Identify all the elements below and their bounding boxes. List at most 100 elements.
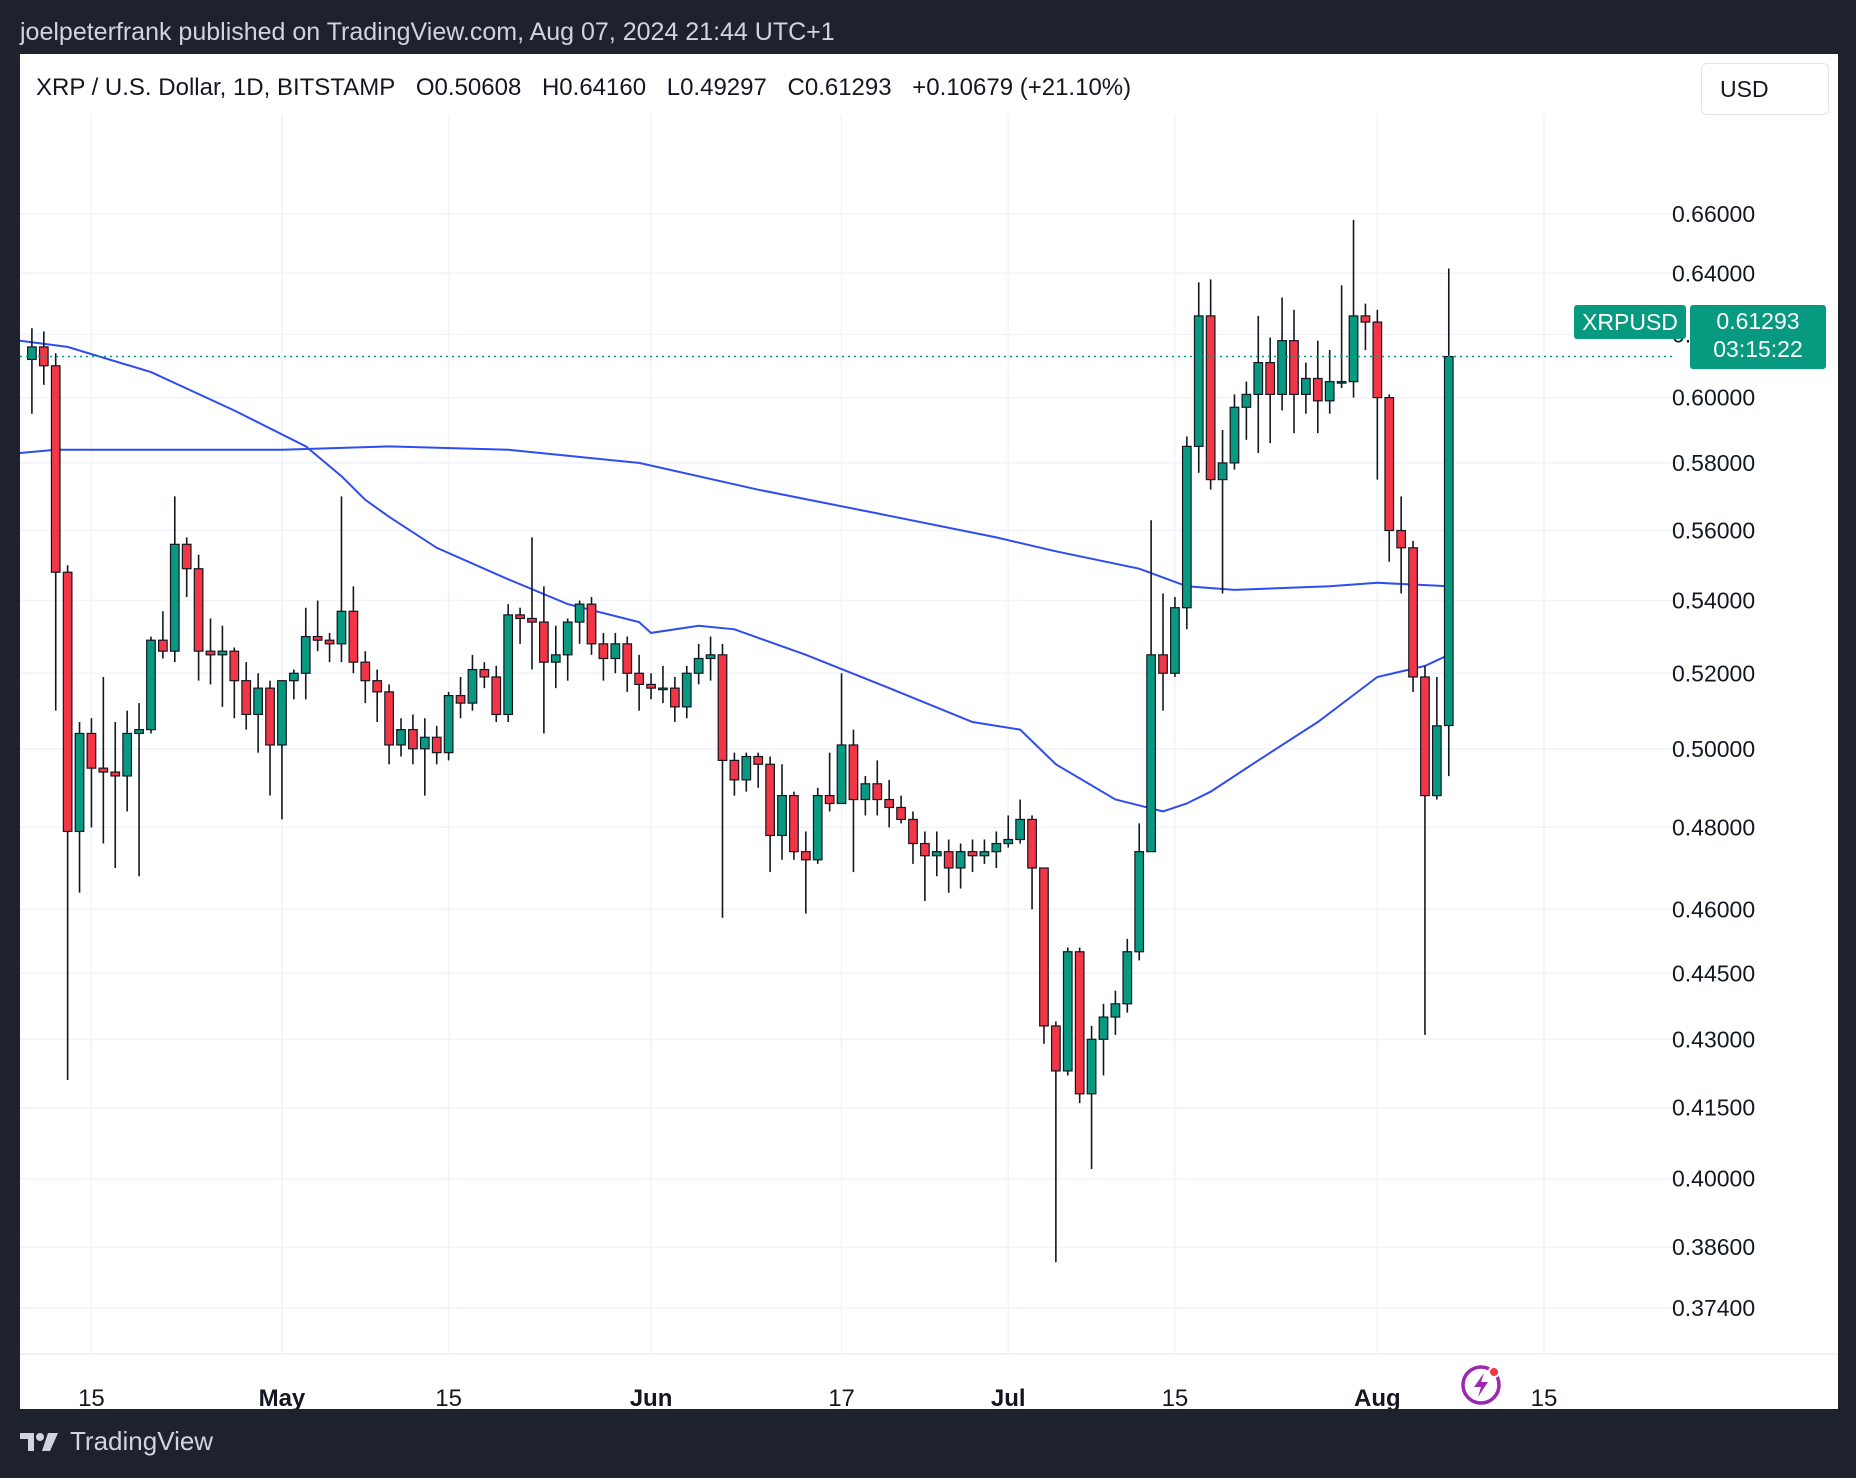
candle[interactable] [62,565,73,1081]
candle-body-up[interactable] [27,346,37,361]
candle-body-up[interactable] [300,635,311,674]
candle[interactable] [372,669,383,723]
candle-body-up[interactable] [277,680,287,746]
candle[interactable] [253,673,264,753]
candle-body-up[interactable] [134,729,144,735]
candle[interactable] [515,607,525,644]
candle-body-up[interactable] [1134,851,1145,953]
candle-body-up[interactable] [1443,355,1454,727]
candle-body-down[interactable] [622,643,633,674]
candle[interactable] [753,752,764,788]
candle-body-up[interactable] [1217,462,1228,481]
candle[interactable] [134,703,144,877]
candle-body-down[interactable] [241,680,252,716]
candle[interactable] [1241,381,1252,440]
candle[interactable] [658,665,668,704]
candle-body-up[interactable] [574,603,585,623]
chart-panel[interactable]: 0.660000.640000.620000.600000.580000.560… [20,54,1838,1409]
candle-body-up[interactable] [443,695,454,754]
candle[interactable] [419,718,430,796]
candle[interactable] [479,662,490,689]
candle-body-down[interactable] [181,543,192,570]
candle-body-down[interactable] [193,568,204,652]
candle[interactable] [396,718,406,757]
candle-body-up[interactable] [658,687,668,691]
candle-body-down[interactable] [800,851,811,861]
candle-body-down[interactable] [729,759,740,781]
candle[interactable] [991,831,1002,868]
candle-body-down[interactable] [1360,315,1371,323]
candle[interactable] [300,607,311,700]
candle[interactable] [586,596,597,655]
candle[interactable] [800,831,811,914]
candle-body-up[interactable] [979,851,990,857]
candle[interactable] [277,680,287,820]
candle[interactable] [1098,1003,1109,1076]
candle-body-up[interactable] [991,842,1002,853]
candle[interactable] [1170,596,1180,677]
candle-body-down[interactable] [586,603,597,645]
candle[interactable] [217,625,228,707]
candle-body-down[interactable] [408,729,418,750]
candle[interactable] [848,729,859,873]
candle-body-down[interactable] [86,732,97,769]
candle-body-up[interactable] [550,654,561,663]
candle-body-up[interactable] [146,639,156,731]
candle[interactable] [1443,268,1454,777]
candle[interactable] [312,600,323,652]
candle[interactable] [527,537,537,670]
candle[interactable] [491,665,502,723]
candle[interactable] [146,636,156,734]
candle[interactable] [1003,815,1014,848]
candle[interactable] [1181,436,1192,630]
candle[interactable] [336,496,347,663]
candle[interactable] [717,643,728,918]
candle[interactable] [836,673,847,805]
candle-body-up[interactable] [1348,315,1359,383]
candle-body-up[interactable] [610,643,621,660]
candle-body-up[interactable] [931,851,942,857]
candle-body-up[interactable] [217,650,228,656]
candle-body-down[interactable] [872,783,883,801]
candle-body-up[interactable] [1146,654,1157,853]
candle-body-down[interactable] [920,842,930,857]
candle[interactable] [967,839,978,873]
candle[interactable] [324,632,335,663]
candle-body-down[interactable] [896,806,906,821]
candle[interactable] [1134,823,1145,961]
candle-body-up[interactable] [1253,362,1264,396]
candle[interactable] [598,632,609,681]
candle-body-down[interactable] [1205,315,1216,481]
candle[interactable] [205,618,216,685]
candle-body-up[interactable] [1110,1003,1121,1018]
candle[interactable] [86,718,97,828]
candle[interactable] [789,791,799,860]
candle-body-down[interactable] [98,767,109,773]
candle[interactable] [1229,394,1240,470]
candle-body-down[interactable] [324,639,335,645]
candle-body-up[interactable] [1122,951,1133,1005]
candle-body-up[interactable] [253,687,264,716]
candle[interactable] [384,684,394,765]
candle[interactable] [265,680,275,796]
candle-body-down[interactable] [431,736,442,754]
candle[interactable] [241,662,252,730]
candle[interactable] [1348,219,1359,398]
candle[interactable] [122,710,133,812]
candle-body-up[interactable] [74,732,85,833]
candle-body-up[interactable] [1181,445,1192,609]
candle-body-down[interactable] [265,687,275,746]
candle-body-up[interactable] [1015,818,1026,841]
candle-body-up[interactable] [1431,725,1442,797]
candle[interactable] [1396,496,1407,594]
price-axis[interactable]: 0.660000.640000.620000.600000.580000.560… [1672,201,1755,1321]
candle-body-up[interactable] [503,614,514,716]
candle-body-up[interactable] [288,672,299,682]
candle[interactable] [812,787,823,864]
candle-body-up[interactable] [1086,1038,1097,1095]
candle[interactable] [348,586,359,674]
candle-body-down[interactable] [1312,377,1323,402]
candle-body-up[interactable] [681,672,692,708]
candle-body-up[interactable] [1277,340,1287,396]
candle[interactable] [741,752,752,792]
